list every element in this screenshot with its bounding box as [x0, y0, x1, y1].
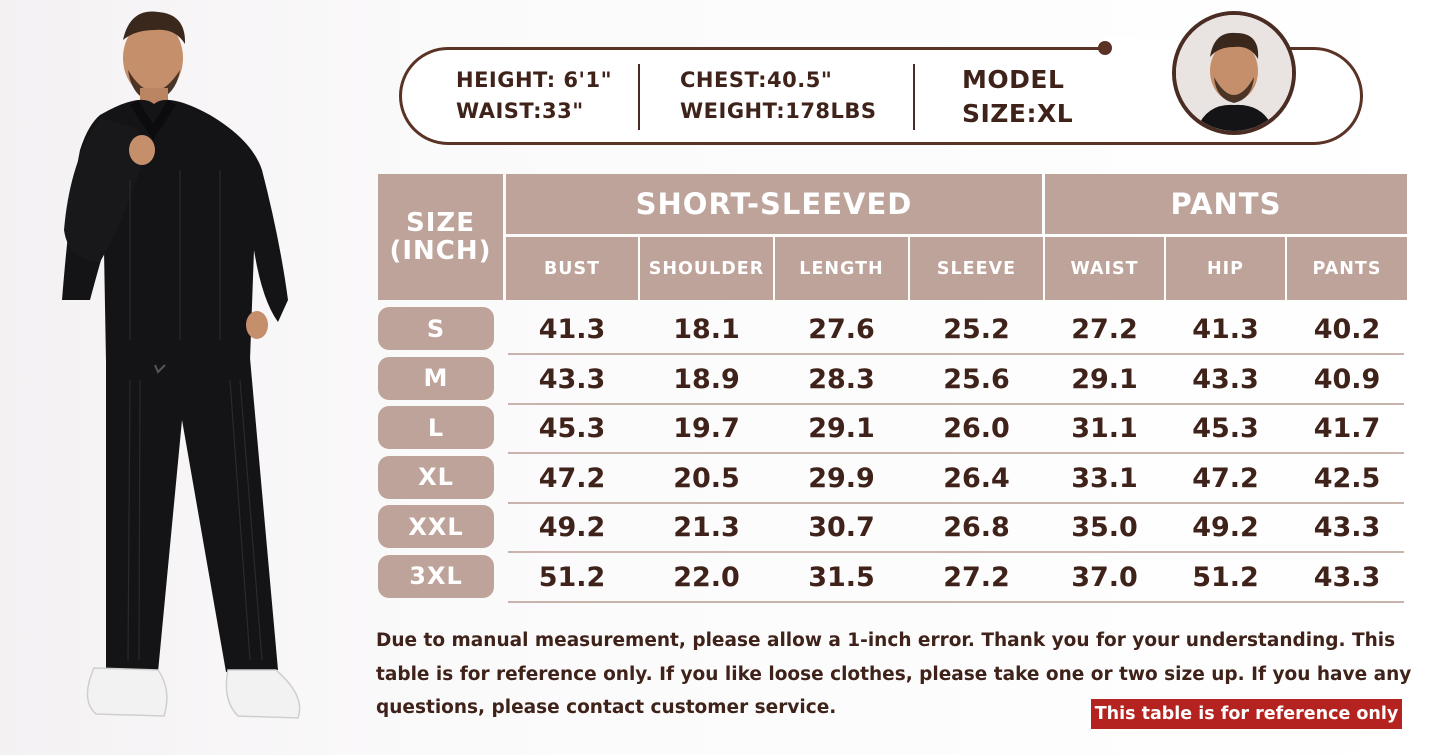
row-divider	[508, 402, 1404, 405]
model-waist: WAIST:33"	[456, 99, 584, 123]
column-header-bust: BUST	[506, 237, 638, 300]
table-cell-sleeve: 27.2	[943, 561, 1010, 593]
model-avatar	[1172, 11, 1296, 135]
table-cell-length: 27.6	[808, 314, 875, 345]
group-header-short-sleeved: SHORT-SLEEVED	[506, 174, 1042, 234]
reference-badge: This table is for reference only	[1091, 699, 1402, 729]
table-cell-pants: 43.3	[1313, 561, 1381, 593]
note-line: Due to manual measurement, please allow …	[376, 630, 1396, 651]
table-cell-hip: 41.3	[1192, 314, 1259, 345]
column-header-shoulder: SHOULDER	[640, 237, 773, 300]
column-header-hip: HIP	[1166, 237, 1285, 300]
table-cell-length: 28.3	[808, 363, 875, 395]
table-cell-sleeve: 26.4	[943, 462, 1010, 494]
size-label: XXL	[378, 505, 494, 548]
model-weight: WEIGHT:178LBS	[680, 99, 877, 123]
table-cell-sleeve: 25.6	[943, 363, 1010, 395]
table-cell-sleeve: 26.0	[943, 413, 1010, 444]
table-cell-bust: 49.2	[538, 512, 606, 543]
info-divider	[638, 64, 640, 130]
size-label: XL	[378, 455, 494, 499]
table-cell-bust: 45.3	[538, 413, 606, 444]
size-label: M	[378, 356, 494, 400]
model-chest: CHEST:40.5"	[680, 68, 833, 92]
table-cell-length: 30.7	[808, 512, 875, 543]
size-label: L	[378, 406, 494, 449]
row-divider	[508, 551, 1404, 553]
table-cell-shoulder: 22.0	[673, 561, 740, 593]
table-cell-shoulder: 18.1	[673, 314, 740, 345]
table-cell-sleeve: 26.8	[943, 512, 1010, 543]
table-cell-waist: 37.0	[1071, 561, 1138, 593]
table-cell-waist: 29.1	[1071, 363, 1138, 395]
size-header-label: SIZE	[405, 208, 475, 238]
row-divider	[508, 600, 1404, 603]
table-cell-waist: 33.1	[1071, 462, 1138, 494]
table-cell-pants: 41.7	[1313, 413, 1381, 444]
measurement-note: Due to manual measurement, please allow …	[376, 624, 1416, 725]
info-divider	[913, 64, 915, 130]
table-cell-shoulder: 20.5	[673, 462, 740, 494]
row-divider	[508, 353, 1404, 355]
table-cell-hip: 47.2	[1192, 462, 1259, 494]
table-cell-length: 31.5	[808, 561, 875, 593]
table-cell-waist: 31.1	[1071, 413, 1138, 444]
group-header-pants: PANTS	[1045, 174, 1407, 234]
note-line: questions, please contact customer servi…	[376, 697, 837, 718]
table-cell-bust: 51.2	[538, 561, 606, 593]
column-header-pants: PANTS	[1287, 237, 1407, 300]
size-header: SIZE (INCH)	[378, 174, 503, 300]
size-header-unit: (INCH)	[389, 236, 492, 266]
table-cell-shoulder: 21.3	[673, 512, 740, 543]
size-label: S	[378, 307, 494, 350]
model-label: MODEL	[962, 65, 1065, 94]
table-cell-hip: 45.3	[1192, 413, 1259, 444]
table-cell-sleeve: 25.2	[943, 314, 1010, 345]
table-cell-hip: 51.2	[1192, 561, 1259, 593]
model-photo	[62, 11, 301, 719]
table-cell-hip: 49.2	[1192, 512, 1259, 543]
table-cell-waist: 35.0	[1071, 512, 1138, 543]
table-cell-length: 29.9	[808, 462, 875, 494]
table-cell-hip: 43.3	[1192, 363, 1259, 395]
table-cell-pants: 40.9	[1313, 363, 1381, 395]
size-label: 3XL	[378, 554, 494, 598]
row-divider	[508, 452, 1404, 454]
table-cell-bust: 43.3	[538, 363, 606, 395]
table-cell-pants: 43.3	[1313, 512, 1381, 543]
column-header-length: LENGTH	[775, 237, 908, 300]
row-divider	[508, 501, 1404, 504]
table-cell-pants: 40.2	[1313, 314, 1381, 345]
table-cell-shoulder: 19.7	[673, 413, 740, 444]
info-panel-dot	[1098, 41, 1112, 55]
table-cell-pants: 42.5	[1313, 462, 1381, 494]
model-size: SIZE:XL	[962, 99, 1074, 128]
column-header-waist: WAIST	[1045, 237, 1164, 300]
table-cell-waist: 27.2	[1071, 314, 1138, 345]
table-cell-length: 29.1	[808, 413, 875, 444]
table-cell-bust: 41.3	[538, 314, 606, 345]
table-cell-shoulder: 18.9	[673, 363, 740, 395]
table-cell-bust: 47.2	[538, 462, 606, 494]
column-header-sleeve: SLEEVE	[910, 237, 1043, 300]
note-line: table is for reference only. If you like…	[376, 663, 1412, 685]
model-height: HEIGHT: 6'1"	[456, 68, 613, 92]
